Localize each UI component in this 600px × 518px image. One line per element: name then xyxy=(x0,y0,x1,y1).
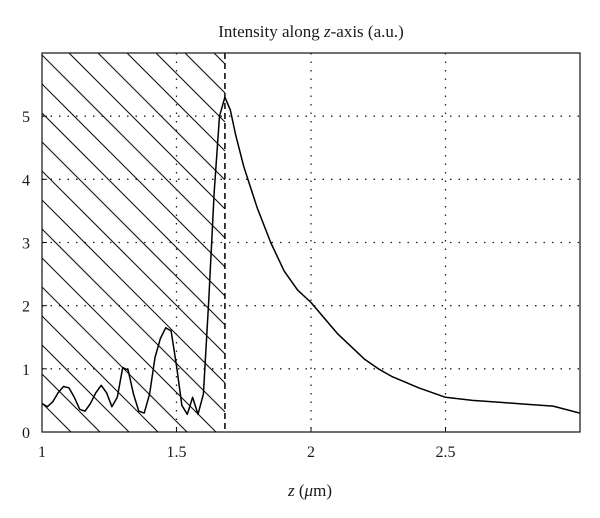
hatch-line xyxy=(42,257,217,432)
title-part-1: Intensity along xyxy=(218,22,324,41)
grid-lines xyxy=(42,53,580,432)
hatch-line xyxy=(42,170,226,355)
hatch-line xyxy=(126,53,226,152)
hatch-line xyxy=(42,286,188,432)
hatch-line xyxy=(42,373,101,432)
hatch-line xyxy=(213,53,226,65)
y-tick-label: 5 xyxy=(22,109,30,126)
y-tick-label: 0 xyxy=(22,425,30,442)
hatch-line xyxy=(42,199,226,384)
y-tick-label: 1 xyxy=(22,362,30,379)
chart-title: Intensity along z-axis (a.u.) xyxy=(218,22,404,41)
title-part-2: z xyxy=(323,22,331,41)
hatch-line xyxy=(184,53,226,94)
hatch-line xyxy=(42,83,226,268)
xlabel-open: ( xyxy=(295,481,305,500)
hatch-line xyxy=(42,112,226,297)
title-part-3: -axis (a.u.) xyxy=(331,22,404,41)
xlabel-var: z xyxy=(287,481,295,500)
x-tick-label: 1.5 xyxy=(167,444,187,461)
y-tick-label: 4 xyxy=(22,172,30,189)
x-axis-label: z (μm) xyxy=(287,481,332,500)
x-tick-label: 2 xyxy=(307,444,315,461)
hatch-line xyxy=(42,228,226,413)
hatch-line xyxy=(42,402,72,432)
hatch-line xyxy=(42,54,226,239)
hatch-line xyxy=(68,53,226,210)
y-tick-label: 2 xyxy=(22,299,30,316)
x-tick-label: 1 xyxy=(38,444,46,461)
y-tick-label: 3 xyxy=(22,236,30,253)
hatch-line xyxy=(42,344,130,432)
hatch-line xyxy=(155,53,226,123)
x-tick-label: 2.5 xyxy=(436,444,456,461)
hatched-region xyxy=(42,53,226,432)
hatch-line xyxy=(42,141,226,326)
plot-frame xyxy=(41,52,581,433)
intensity-series-line xyxy=(42,96,580,416)
xlabel-mu: μ xyxy=(304,481,314,500)
xlabel-unit: m) xyxy=(313,481,332,500)
hatch-line xyxy=(42,315,159,432)
